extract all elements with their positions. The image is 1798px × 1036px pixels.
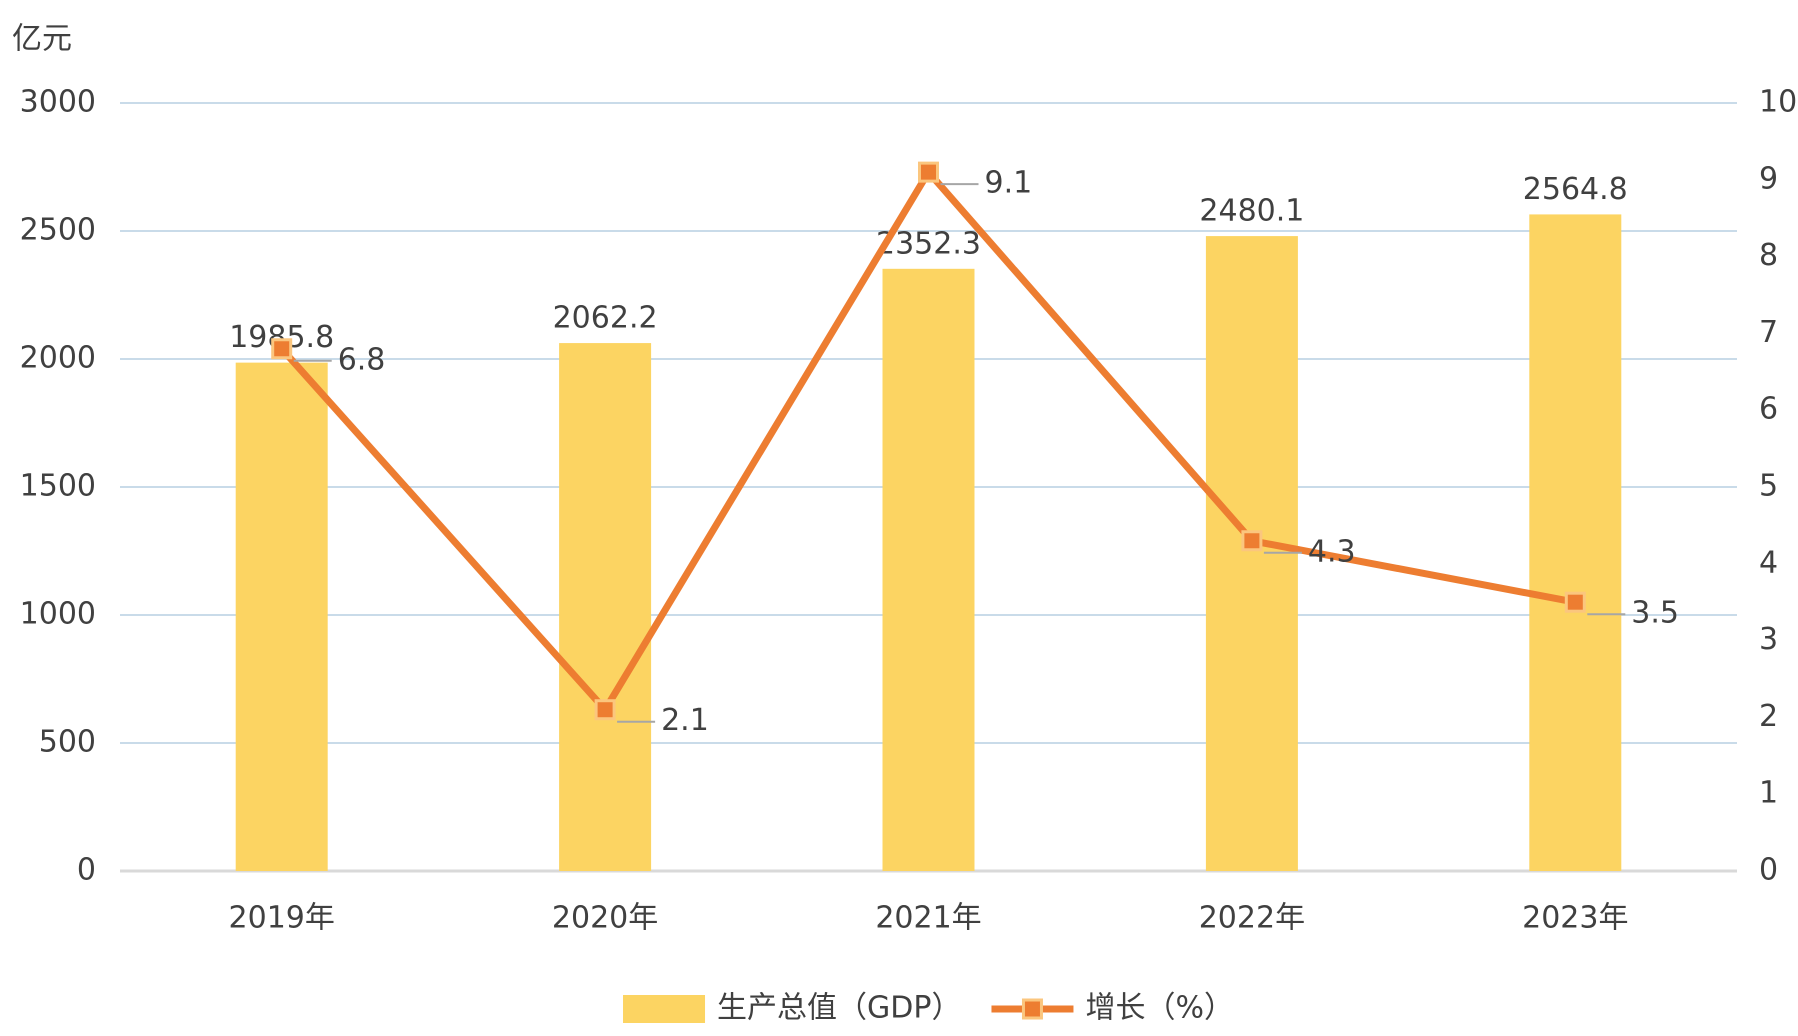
- y-tick-label: 0: [77, 853, 96, 888]
- line-marker: [271, 338, 293, 360]
- y2-tick-label: 6: [1759, 392, 1778, 427]
- y-tick-label: 3000: [20, 85, 96, 120]
- y-tick-label: 500: [39, 725, 96, 760]
- bar: [559, 343, 652, 872]
- y-tick-label: 2500: [20, 213, 96, 248]
- x-tick-label: 2023年: [1522, 901, 1628, 936]
- y2-tick-label: 8: [1759, 238, 1778, 273]
- x-tick-label: 2019年: [229, 901, 335, 936]
- line-marker: [1564, 591, 1586, 613]
- y2-tick-label: 4: [1759, 545, 1778, 580]
- bar-value-label: 2480.1: [1199, 194, 1304, 229]
- y2-tick-label: 3: [1759, 622, 1778, 657]
- legend-label: 增长（%）: [1085, 991, 1234, 1026]
- y-tick-label: 2000: [20, 341, 96, 376]
- line-value-label: 3.5: [1631, 596, 1679, 631]
- line-value-label: 6.8: [338, 342, 386, 377]
- y2-tick-label: 0: [1759, 853, 1778, 888]
- bar-value-label: 2564.8: [1523, 172, 1628, 207]
- legend-label: 生产总值（GDP）: [717, 991, 961, 1026]
- legend: 生产总值（GDP） 增长（%）: [623, 991, 1234, 1026]
- legend-swatch: [623, 995, 706, 1023]
- line-marker: [1241, 530, 1263, 552]
- bar: [235, 362, 328, 871]
- x-tick-label: 2020年: [552, 901, 658, 936]
- legend-marker: [1021, 998, 1043, 1020]
- y2-tick-label: 7: [1759, 315, 1778, 350]
- line-value-label: 4.3: [1308, 534, 1356, 569]
- y2-tick-label: 2: [1759, 699, 1778, 734]
- x-tick-label: 2021年: [875, 901, 981, 936]
- bar-value-label: 2062.2: [553, 301, 658, 336]
- y-axis-label: 亿元: [12, 22, 72, 57]
- bar: [882, 268, 975, 872]
- y-tick-label: 1000: [20, 597, 96, 632]
- line-marker: [918, 161, 939, 183]
- y2-tick-label: 10: [1759, 85, 1797, 120]
- x-tick-label: 2022年: [1199, 901, 1305, 936]
- y2-tick-label: 9: [1759, 161, 1778, 196]
- line-value-label: 2.1: [661, 703, 709, 738]
- line-value-label: 9.1: [985, 166, 1033, 201]
- y-tick-label: 1500: [20, 469, 96, 504]
- bar: [1529, 214, 1622, 871]
- y2-tick-label: 5: [1759, 469, 1778, 504]
- y2-tick-label: 1: [1759, 776, 1778, 811]
- line-marker: [594, 699, 616, 721]
